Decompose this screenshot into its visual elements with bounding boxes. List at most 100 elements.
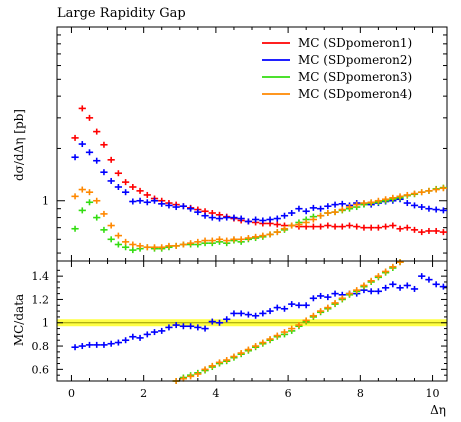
main-point-s1 bbox=[389, 222, 397, 229]
main-point-s2 bbox=[194, 209, 202, 216]
main-point-s1 bbox=[331, 223, 339, 230]
ratio-data-marks bbox=[71, 259, 447, 384]
main-point-s2 bbox=[201, 212, 209, 219]
ratio-point-s3 bbox=[259, 339, 267, 346]
main-point-s2 bbox=[244, 218, 252, 225]
main-point-s2 bbox=[223, 214, 231, 221]
ratio-point-s1 bbox=[410, 285, 419, 292]
main-point-s4 bbox=[389, 194, 397, 201]
main-point-s1 bbox=[85, 114, 94, 121]
ratio-point-s1 bbox=[439, 283, 447, 290]
main-point-s2 bbox=[93, 157, 101, 164]
main-point-s1 bbox=[78, 105, 86, 112]
main-point-s2 bbox=[280, 212, 289, 219]
legend-label: MC (SDpomeron3) bbox=[298, 70, 412, 84]
main-point-s2 bbox=[215, 215, 224, 222]
ratio-point-s3 bbox=[252, 343, 260, 350]
ratio-point-s1 bbox=[280, 305, 289, 312]
ratio-point-s1 bbox=[396, 284, 404, 291]
ratio-point-s1 bbox=[317, 292, 325, 299]
main-point-s4 bbox=[165, 242, 173, 249]
main-point-s4 bbox=[230, 236, 238, 243]
main-point-s2 bbox=[288, 210, 296, 217]
main-axis-ticks: 1 bbox=[42, 27, 447, 261]
main-point-s2 bbox=[150, 197, 159, 204]
ratio-point-s3 bbox=[309, 312, 317, 319]
main-point-s4 bbox=[259, 232, 267, 239]
main-point-s2 bbox=[230, 214, 238, 221]
main-point-s1 bbox=[317, 223, 325, 230]
ratio-point-s1 bbox=[295, 302, 303, 309]
ratio-point-s1 bbox=[187, 323, 195, 330]
main-point-s1 bbox=[439, 229, 447, 236]
main-point-s2 bbox=[259, 217, 267, 224]
main-point-s4 bbox=[266, 231, 274, 238]
main-point-s4 bbox=[208, 237, 216, 244]
main-point-s2 bbox=[266, 216, 274, 223]
main-point-s4 bbox=[331, 209, 339, 216]
ratio-point-s3 bbox=[382, 268, 390, 275]
legend: MC (SDpomeron1) MC (SDpomeron2) MC (SDpome… bbox=[262, 36, 412, 101]
ratio-point-s1 bbox=[85, 341, 94, 348]
ratio-point-s3 bbox=[273, 332, 281, 339]
main-point-s2 bbox=[439, 207, 447, 214]
main-point-s4 bbox=[317, 212, 325, 219]
ratio-point-s1 bbox=[237, 310, 245, 317]
ratio-point-s1 bbox=[129, 333, 137, 340]
main-point-s1 bbox=[100, 141, 108, 148]
main-point-s2 bbox=[100, 169, 108, 176]
main-point-s1 bbox=[403, 224, 411, 231]
ratio-point-s1 bbox=[201, 325, 209, 332]
main-point-s1 bbox=[410, 226, 419, 233]
ratio-point-s1 bbox=[403, 282, 411, 289]
legend-item: MC (SDpomeron1) bbox=[262, 36, 412, 50]
main-point-s3 bbox=[85, 199, 94, 206]
ratio-point-s1 bbox=[382, 284, 390, 291]
main-point-s1 bbox=[418, 229, 426, 236]
ratio-point-s1 bbox=[273, 304, 281, 311]
ratio-point-s1 bbox=[208, 318, 216, 325]
main-point-s1 bbox=[353, 223, 361, 230]
ratio-point-s3 bbox=[288, 325, 296, 332]
main-point-s4 bbox=[338, 206, 346, 213]
main-point-s4 bbox=[367, 199, 375, 206]
ratio-point-s3 bbox=[295, 322, 303, 329]
main-point-s3 bbox=[129, 247, 137, 254]
x-tick-label: 10 bbox=[426, 387, 440, 400]
main-point-s2 bbox=[403, 200, 411, 207]
ratio-point-s1 bbox=[78, 343, 86, 350]
ratio-point-s3 bbox=[280, 329, 289, 336]
ratio-axis-ticks: 0 2 4 6 8 10 0.6 0.8 1 1.2 1.4 bbox=[32, 261, 447, 400]
main-point-s2 bbox=[114, 183, 122, 190]
ratio-point-s3 bbox=[353, 287, 361, 294]
main-point-s1 bbox=[114, 170, 122, 177]
main-point-s1 bbox=[122, 179, 130, 186]
main-point-s4 bbox=[100, 210, 108, 217]
main-point-s2 bbox=[432, 206, 440, 213]
ratio-point-s3 bbox=[396, 259, 404, 266]
x-tick-label: 8 bbox=[357, 387, 364, 400]
main-point-s1 bbox=[338, 223, 346, 230]
main-point-s3 bbox=[93, 214, 101, 221]
main-point-s1 bbox=[143, 191, 151, 198]
ratio-point-s1 bbox=[223, 316, 231, 323]
legend-item: MC (SDpomeron4) bbox=[262, 87, 412, 101]
main-point-s4 bbox=[280, 225, 289, 232]
ratio-point-s1 bbox=[309, 295, 317, 302]
main-point-s2 bbox=[273, 215, 281, 222]
main-point-s4 bbox=[345, 204, 354, 211]
ratio-point-s1 bbox=[107, 340, 115, 347]
main-point-s4 bbox=[353, 201, 361, 208]
main-point-s1 bbox=[374, 224, 382, 231]
main-point-s2 bbox=[317, 205, 325, 212]
ratio-point-s1 bbox=[324, 294, 332, 301]
ratio-point-s3 bbox=[324, 304, 332, 311]
ratio-point-s3 bbox=[338, 295, 346, 302]
ratio-point-s1 bbox=[100, 341, 108, 348]
main-point-s1 bbox=[71, 134, 79, 141]
legend-label: MC (SDpomeron2) bbox=[298, 53, 412, 67]
ratio-point-s3 bbox=[223, 357, 231, 364]
ratio-point-s3 bbox=[244, 346, 252, 353]
main-point-s4 bbox=[194, 238, 202, 245]
main-point-s2 bbox=[122, 189, 130, 196]
